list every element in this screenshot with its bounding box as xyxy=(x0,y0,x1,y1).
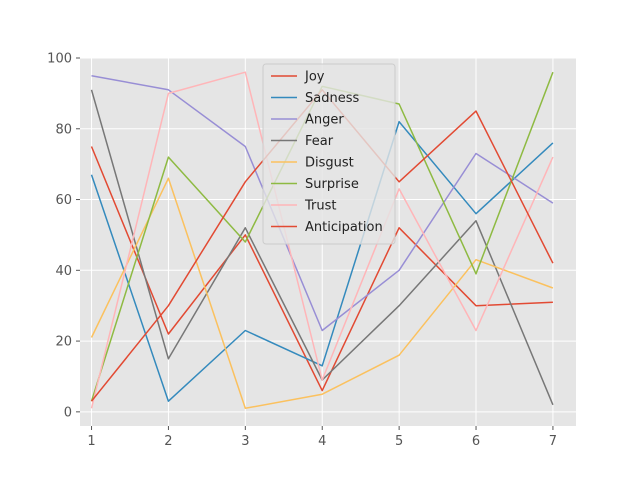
x-tick-label: 3 xyxy=(241,434,249,449)
y-tick-label: 80 xyxy=(55,122,72,137)
legend-label-anger: Anger xyxy=(305,113,344,128)
legend: Joy Sadness Anger Fear Disgust Surprise Trust A… xyxy=(262,63,396,245)
legend-box xyxy=(262,63,396,245)
x-tick-label: 6 xyxy=(472,434,480,449)
legend-label-joy: Joy xyxy=(304,70,325,85)
axis-ticks: 1 2 3 4 5 6 7 0 20 40 60 80 100 xyxy=(47,52,557,450)
y-tick-label: 100 xyxy=(47,52,72,67)
x-tick-label: 4 xyxy=(318,434,326,449)
legend-label-trust: Trust xyxy=(304,199,336,214)
y-tick-label: 20 xyxy=(55,335,72,350)
legend-label-fear: Fear xyxy=(305,134,334,149)
y-tick-label: 0 xyxy=(64,405,72,420)
legend-label-sadness: Sadness xyxy=(305,91,359,106)
series-line-trust xyxy=(90,71,554,409)
legend-label-disgust: Disgust xyxy=(305,156,354,171)
x-tick-label: 2 xyxy=(164,434,172,449)
x-tick-label: 7 xyxy=(549,434,557,449)
x-tick-label: 1 xyxy=(87,434,95,449)
y-tick-label: 40 xyxy=(55,264,72,279)
y-tick-label: 60 xyxy=(55,193,72,208)
legend-label-anticipation: Anticipation xyxy=(305,220,383,235)
series-line-anger xyxy=(91,74,554,332)
series-line-sadness xyxy=(90,120,554,402)
series-line-joy xyxy=(90,146,553,392)
series-line-disgust xyxy=(90,177,554,410)
legend-label-surprise: Surprise xyxy=(305,177,359,192)
x-tick-label: 5 xyxy=(395,434,403,449)
